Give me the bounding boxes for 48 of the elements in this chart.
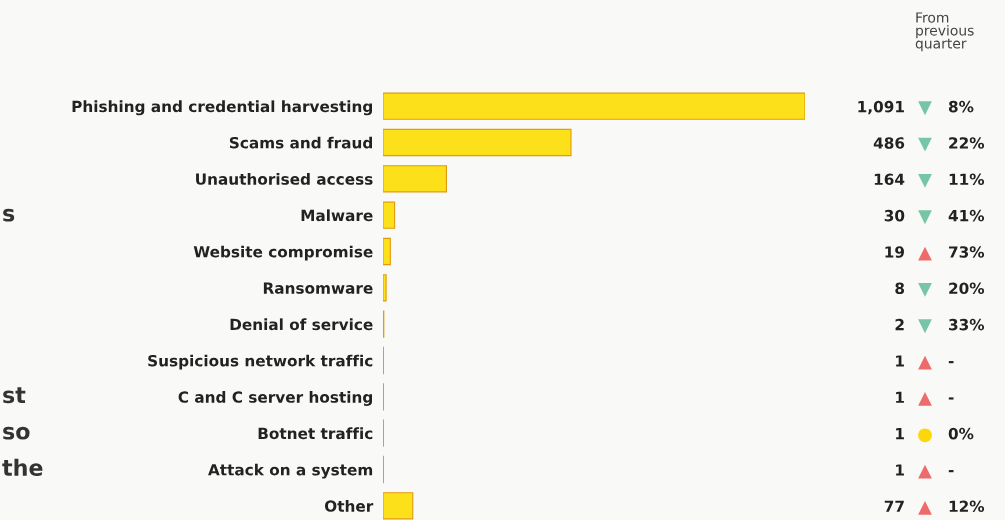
y-tick-label: Other bbox=[324, 500, 374, 512]
text: ▲ - bbox=[918, 464, 954, 479]
data-label: 1,091 bbox=[858, 100, 904, 115]
text: the bbox=[2, 458, 43, 476]
text: ▲ 73% bbox=[918, 246, 985, 261]
data-label: 164 bbox=[874, 173, 905, 186]
data-label: 486 bbox=[873, 137, 905, 149]
y-tick-label: Phishing and credential harvesting bbox=[72, 100, 372, 116]
y-tick-label: Suspicious network traffic bbox=[148, 354, 373, 370]
bar bbox=[383, 274, 387, 302]
text: ▼ 11% bbox=[918, 173, 985, 188]
bar bbox=[383, 128, 572, 157]
y-tick-label: Botnet traffic bbox=[258, 427, 373, 440]
text: ▼ 41% bbox=[918, 209, 985, 225]
text: ▲ 12% bbox=[918, 500, 985, 515]
bar bbox=[383, 165, 447, 193]
text: st bbox=[3, 387, 26, 404]
y-tick-label: Ransomware bbox=[263, 282, 373, 294]
data-label: 30 bbox=[884, 209, 905, 222]
y-tick-label: Denial of service bbox=[230, 318, 373, 331]
data-label: 1 bbox=[896, 464, 904, 476]
y-tick-label: Website compromise bbox=[193, 245, 373, 261]
y-tick-label: Unauthorised access bbox=[196, 173, 373, 185]
bar bbox=[383, 201, 396, 229]
text: so bbox=[3, 426, 30, 440]
data-label: 77 bbox=[884, 500, 904, 512]
text: ● 0% bbox=[918, 427, 974, 443]
text: ▼ 33% bbox=[918, 318, 985, 334]
bar bbox=[383, 237, 391, 266]
text: From previous quarter bbox=[915, 12, 974, 52]
text: ▲ - bbox=[918, 392, 954, 406]
data-label: 1 bbox=[896, 355, 904, 367]
data-label: 1 bbox=[896, 428, 904, 440]
text: ▼ 22% bbox=[918, 137, 985, 152]
y-tick-label: Attack on a system bbox=[208, 463, 373, 479]
data-label: 8 bbox=[895, 282, 905, 295]
text: s bbox=[3, 208, 15, 222]
y-tick-label: C and C server hosting bbox=[178, 391, 372, 406]
text: ▲ - bbox=[918, 355, 954, 370]
data-label: 2 bbox=[895, 318, 904, 331]
bar bbox=[383, 92, 805, 120]
y-tick-label: Scams and fraud bbox=[229, 136, 372, 149]
y-tick-label: Malware bbox=[301, 209, 373, 222]
bar bbox=[383, 492, 414, 520]
text: ▼ 20% bbox=[918, 282, 985, 297]
data-label: 19 bbox=[885, 246, 905, 258]
text: ▼ 8% bbox=[918, 100, 974, 116]
data-label: 1 bbox=[896, 391, 904, 403]
